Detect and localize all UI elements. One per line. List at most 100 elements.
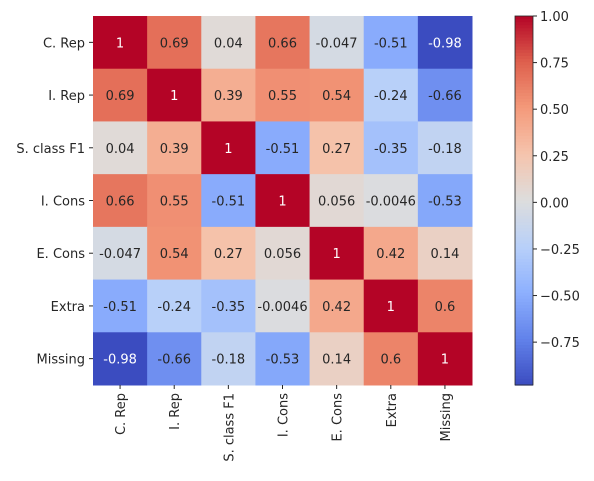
y-axis-tick-label: Missing [37,353,85,368]
heatmap-cell [255,121,311,175]
colorbar-segment [515,222,533,226]
colorbar-segment [515,280,533,285]
heatmap-cell [201,279,256,333]
colorbar-tick-label: 0.25 [540,150,569,165]
colorbar-segment [515,255,533,260]
colorbar-segment [515,338,533,343]
cell-value-label: -0.98 [103,353,137,368]
cell-value-label: -0.53 [428,195,462,210]
cell-value-label: 1 [441,353,449,368]
cell-value-label: -0.35 [374,142,408,157]
heatmap-cell [93,332,148,386]
colorbar-segment [515,258,533,263]
cell-value-label: 0.42 [376,247,405,262]
colorbar-segment [515,19,533,23]
cell-value-label: 0.6 [380,353,401,368]
y-axis-tick-label: I. Rep [48,89,85,104]
colorbar-segment [515,351,533,355]
cell-value-label: -0.51 [103,300,137,315]
cell-value-label: 1 [387,300,395,315]
colorbar-segment [515,139,533,143]
x-axis-tick-label: Extra [385,393,400,427]
heatmap-cell [255,332,311,386]
colorbar-segment [515,265,533,269]
colorbar-segment [515,234,533,238]
colorbar-segment [515,178,533,183]
colorbar-segment [515,28,533,32]
colorbar-segment [515,74,533,79]
heatmap-cell [309,174,365,228]
heatmap-cell [255,279,311,333]
heatmap-cell [147,226,202,281]
colorbar-segment [515,95,533,100]
x-axis-tick-label: C. Rep [114,393,129,435]
colorbar-segment [515,203,533,208]
colorbar-segment [515,52,533,57]
cell-value-label: 0.27 [322,142,351,157]
heatmap-cell [147,16,202,70]
y-axis-tick-labels: C. Rep I. Rep S. class F1 I. Cons E. Cons Ext… [16,36,93,368]
x-axis-tick-label: Missing [439,393,454,441]
heatmap-cell [417,121,473,175]
colorbar-segment [515,366,533,371]
heatmap-cell [93,279,148,333]
cell-value-label: -0.35 [212,300,246,315]
heatmap-cell [201,121,256,175]
heatmap-cell [417,68,473,122]
heatmap-cell [147,174,202,228]
heatmap-cell [255,16,311,70]
cell-value-label: 0.66 [268,36,297,51]
colorbar-segment [515,357,533,361]
cell-value-label: 0.55 [268,89,297,104]
heatmap-cell [147,68,202,122]
colorbar-segment [515,71,533,76]
colorbar-segment [515,320,533,325]
colorbar-tick-label: 0.50 [540,103,569,118]
colorbar-segment [515,37,533,42]
heatmap-cell [363,68,419,122]
colorbar-tick-label: −0.50 [540,290,580,305]
cell-value-label: 0.04 [214,36,243,51]
colorbar-segment [515,292,533,297]
colorbar-segment [515,77,533,82]
colorbar-segment [515,289,533,294]
colorbar-segment [515,209,533,214]
y-axis-tick-label: S. class F1 [16,142,85,157]
colorbar-segment [515,345,533,349]
colorbar-segment [515,348,533,352]
colorbar-segment [515,43,533,48]
heatmap-cell [147,279,202,333]
heatmap-cells [93,16,473,386]
y-axis-tick-label: E. Cons [36,247,85,262]
heatmap-cell [363,226,419,281]
x-axis-tick-labels: C. Rep I. Rep S. class F1 I. Cons E. Cons Ext… [114,385,454,462]
cell-value-label: 0.54 [322,89,351,104]
colorbar-segment [515,46,533,51]
colorbar-tick-label: 1.00 [540,10,569,25]
heatmap-cell [93,68,148,122]
colorbar-segment [515,268,533,272]
heatmap-cell [255,68,311,122]
heatmap-cell [93,16,148,70]
colorbar-segment [515,194,533,199]
colorbar-segment [515,175,533,180]
colorbar-segment [515,108,533,112]
heatmap-cell [147,332,202,386]
heatmap-cell [363,332,419,386]
heatmap-cell [417,279,473,333]
y-axis-tick-label: C. Rep [43,36,85,51]
colorbar-segment [515,123,533,128]
heatmap-cell-labels: 1 0.69 0.04 0.66 -0.047 -0.51 -0.98 0.69 1 0.39 0.… [99,36,462,367]
colorbar-tick-label: −0.25 [540,243,580,258]
cell-value-label: -0.047 [316,36,358,51]
colorbar-segment [515,335,533,340]
cell-value-label: 0.14 [430,247,459,262]
colorbar-segment [515,354,533,358]
heatmap-cell [255,226,311,281]
colorbar-frame [514,15,534,386]
colorbar-segment [515,191,533,195]
heatmap-cell [363,174,419,228]
colorbar-segment [515,274,533,278]
colorbar-segment [515,286,533,291]
heatmap-cell [255,174,311,228]
